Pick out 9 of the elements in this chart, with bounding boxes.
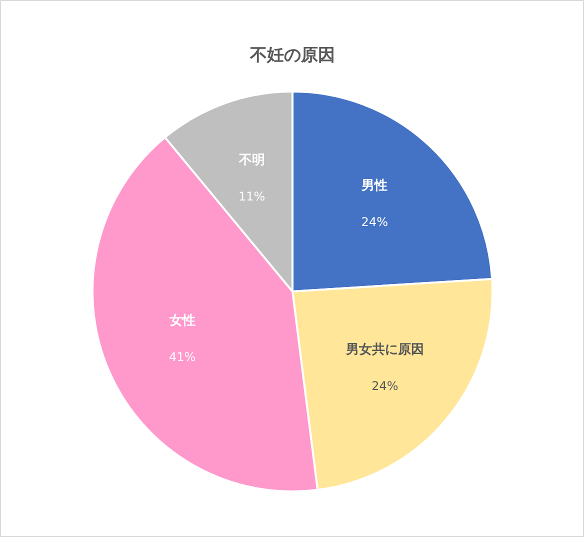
- data-label: 24%: [361, 215, 388, 230]
- slice-label: 不明: [238, 153, 265, 168]
- slice-label: 男女共に原因: [344, 342, 424, 358]
- slice-label: 男性: [360, 178, 388, 194]
- chart-title: 不妊の原因: [249, 46, 335, 66]
- data-label: 41%: [169, 350, 196, 364]
- data-label: 24%: [372, 378, 398, 393]
- data-label: 11%: [238, 190, 266, 204]
- slice-label: 女性: [168, 314, 196, 329]
